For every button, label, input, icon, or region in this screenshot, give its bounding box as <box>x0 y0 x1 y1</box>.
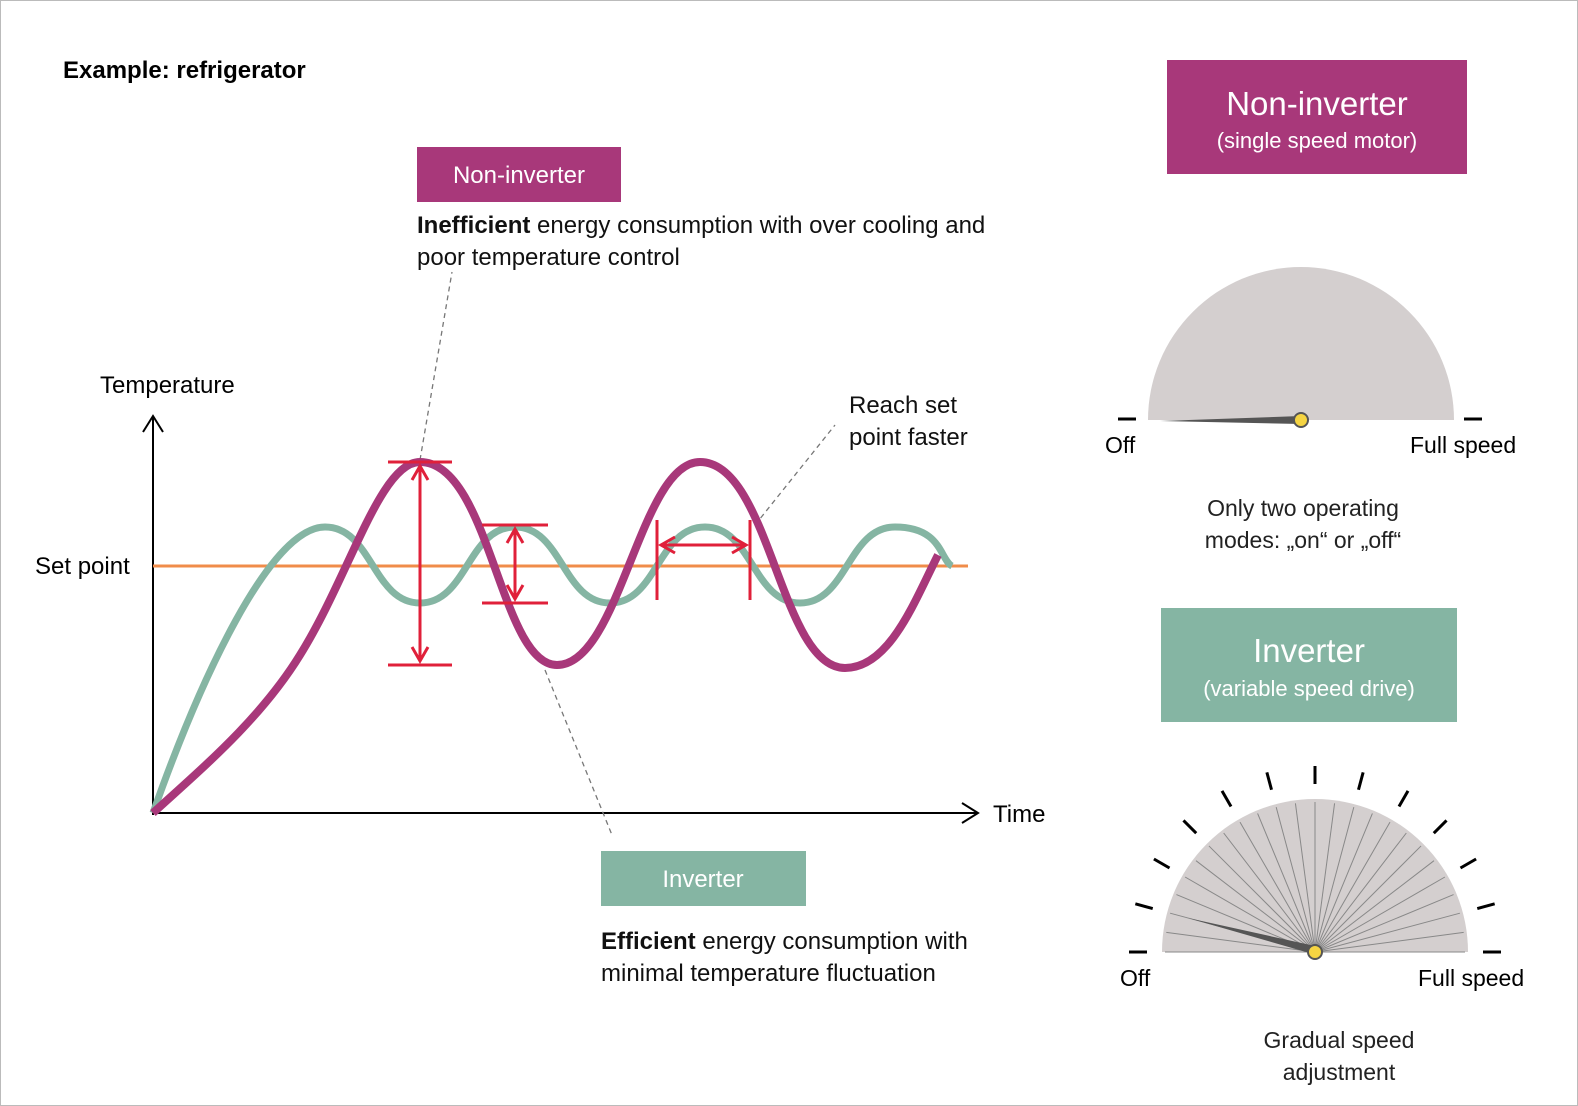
leader <box>420 272 452 460</box>
gauge-title: Inverter <box>1253 632 1365 669</box>
x-axis-label: Time <box>993 801 1045 828</box>
gauge-full-label: Full speed <box>1410 432 1516 458</box>
non-inverter-curve <box>153 462 938 813</box>
non-inverter-callout: Inefficient energy consumption with over… <box>417 210 1017 274</box>
gauge-tick <box>1222 791 1231 807</box>
bold-text: Efficient <box>601 928 696 955</box>
gauge-subtitle: (variable speed drive) <box>1203 676 1415 701</box>
title: Example: refrigerator <box>63 57 306 84</box>
gauge-tick <box>1267 772 1272 789</box>
gauge-tick <box>1399 791 1408 807</box>
leader <box>755 425 835 525</box>
gauge-tick <box>1434 820 1447 833</box>
inverter-curve <box>153 527 952 813</box>
page: Example: refrigerator Temperature Time S… <box>0 0 1578 1106</box>
gauge-tick <box>1154 859 1170 868</box>
gauge-tick <box>1358 772 1363 789</box>
gauge-subtitle: (single speed motor) <box>1217 128 1418 153</box>
non-inverter-tag-text: Non-inverter <box>453 162 585 189</box>
gauge-off-label: Off <box>1105 432 1136 458</box>
amplitude-markers <box>388 462 750 665</box>
set-point-label: Set point <box>35 553 130 580</box>
faster-callout: Reach set point faster <box>849 390 999 454</box>
bold-text: Inefficient <box>417 212 530 239</box>
gauge-dial <box>1148 267 1454 420</box>
gauge-off-label: Off <box>1120 965 1151 991</box>
inverter-tag-text: Inverter <box>662 866 743 893</box>
gauge-title: Non-inverter <box>1226 85 1408 122</box>
inverter-callout: Efficient energy consumption with minima… <box>601 926 1021 990</box>
leader <box>545 670 612 835</box>
y-axis-label: Temperature <box>100 372 235 399</box>
gauge-full-label: Full speed <box>1418 965 1524 991</box>
gauge-hub <box>1308 945 1322 959</box>
gauge-tick <box>1183 820 1196 833</box>
gauge-hub <box>1294 413 1308 427</box>
gauge-caption: Only two operating modes: „on“ or „off“ <box>1183 492 1423 556</box>
gauge-tick <box>1477 904 1494 909</box>
gauge-caption: Gradual speed adjustment <box>1229 1024 1449 1088</box>
gauge-tick <box>1135 904 1152 909</box>
gauge-tick <box>1460 859 1476 868</box>
